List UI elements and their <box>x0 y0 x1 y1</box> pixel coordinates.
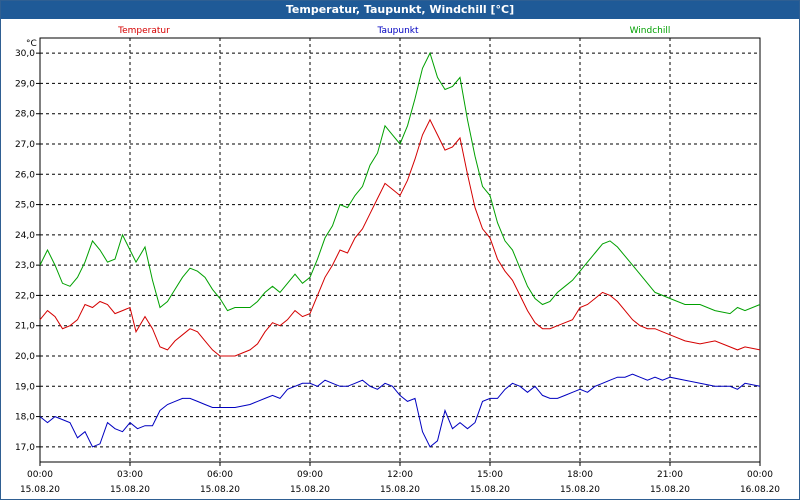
y-tick-label: 18,0 <box>15 413 35 423</box>
legend-label-taupunkt: Taupunkt <box>376 26 419 36</box>
x-tick-time: 15:00 <box>477 470 503 480</box>
x-tick-time: 18:00 <box>567 470 593 480</box>
x-tick-time: 12:00 <box>387 470 413 480</box>
y-tick-label: 19,0 <box>15 382 35 392</box>
series-line-temperatur <box>39 118 761 357</box>
x-tick-date: 15.08.20 <box>470 485 510 495</box>
y-axis-label: °C <box>26 39 37 49</box>
x-tick-time: 00:00 <box>747 470 773 480</box>
y-tick-label: 25,0 <box>15 201 35 211</box>
x-tick-date: 15.08.20 <box>200 485 240 495</box>
y-tick-label: 23,0 <box>15 261 35 271</box>
series-line-taupunkt <box>39 373 761 448</box>
y-tick-label: 20,0 <box>15 352 35 362</box>
legend-label-windchill: Windchill <box>630 26 671 36</box>
x-tick-date: 15.08.20 <box>650 485 690 495</box>
legend-label-temperatur: Temperatur <box>117 26 170 36</box>
y-tick-label: 22,0 <box>15 291 35 301</box>
x-tick-date: 15.08.20 <box>560 485 600 495</box>
x-tick-date: 15.08.20 <box>290 485 330 495</box>
y-tick-label: 28,0 <box>15 110 35 120</box>
y-tick-label: 21,0 <box>15 322 35 332</box>
series-line-windchill <box>39 51 761 315</box>
x-tick-time: 00:00 <box>27 470 53 480</box>
x-tick-date: 15.08.20 <box>380 485 420 495</box>
x-tick-date: 15.08.20 <box>110 485 150 495</box>
y-tick-label: 26,0 <box>15 170 35 180</box>
y-tick-label: 17,0 <box>15 443 35 453</box>
x-tick-time: 09:00 <box>297 470 323 480</box>
x-tick-time: 06:00 <box>207 470 233 480</box>
y-tick-label: 29,0 <box>15 79 35 89</box>
x-tick-time: 21:00 <box>657 470 683 480</box>
x-tick-date: 16.08.20 <box>740 485 780 495</box>
chart-title: Temperatur, Taupunkt, Windchill [°C] <box>1 1 799 19</box>
x-tick-date: 15.08.20 <box>20 485 60 495</box>
y-tick-label: 24,0 <box>15 231 35 241</box>
y-tick-label: 30,0 <box>15 49 35 59</box>
x-tick-time: 03:00 <box>117 470 143 480</box>
y-tick-label: 27,0 <box>15 140 35 150</box>
